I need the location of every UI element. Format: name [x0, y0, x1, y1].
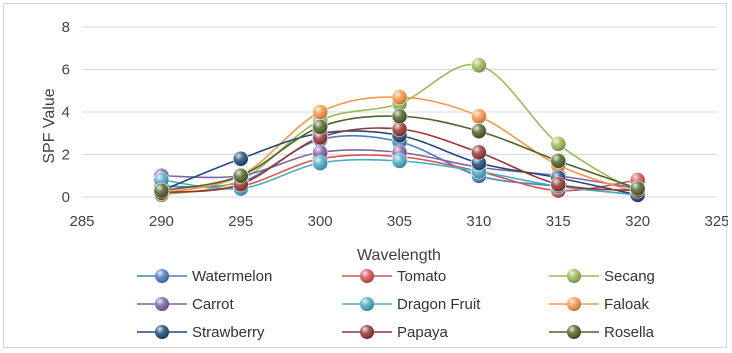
data-point-shine: [550, 153, 566, 169]
legend-label-carrot: Carrot: [192, 296, 235, 313]
x-axis-title: Wavelength: [357, 247, 441, 264]
y-axis-title: SPF Value: [41, 88, 58, 163]
data-point-shine: [312, 104, 328, 120]
legend: Watermelon Tomato Secang Carrot Dragon Fruit…: [137, 268, 655, 341]
x-tick-label: 320: [625, 213, 650, 230]
data-point-shine: [392, 121, 407, 137]
legend-marker-shine: [567, 325, 581, 339]
x-tick-label: 310: [466, 213, 491, 230]
axes: 0 2 4 6 8 285 290 295 300 305 310 315 320 325: [62, 19, 728, 230]
data-point-shine: [471, 144, 487, 160]
legend-marker-shine: [360, 325, 374, 339]
legend-marker-shine: [360, 297, 374, 311]
legend-label-rosella: Rosella: [604, 324, 655, 341]
spf-line-chart: 0 2 4 6 8 285 290 295 300 305 310 315 320 325 SPF Val…: [41, 19, 728, 341]
data-point-shine: [550, 176, 566, 192]
legend-label-papaya: Papaya: [397, 324, 449, 341]
data-point-shine: [312, 130, 328, 145]
x-tick-label: 290: [149, 213, 174, 230]
series-markers: [153, 57, 646, 203]
data-point-shine: [233, 151, 249, 167]
x-tick-label: 315: [546, 213, 571, 230]
x-tick-label: 300: [308, 213, 333, 230]
legend-label-faloak: Faloak: [604, 296, 650, 313]
legend-marker-shine: [567, 269, 581, 283]
data-point-shine: [550, 136, 566, 152]
x-tick-label: 325: [704, 213, 728, 230]
legend-marker-shine: [567, 297, 581, 311]
data-point-shine: [471, 57, 487, 73]
y-tick-label: 8: [62, 19, 70, 36]
x-tick-label: 285: [69, 213, 94, 230]
data-point-shine: [630, 181, 646, 196]
data-point-shine: [312, 119, 328, 135]
data-point-shine: [153, 183, 169, 199]
data-point-shine: [392, 108, 407, 124]
legend-label-watermelon: Watermelon: [192, 268, 272, 285]
data-point-shine: [312, 155, 328, 171]
legend-marker-shine: [155, 269, 169, 283]
legend-label-secang: Secang: [604, 268, 655, 285]
legend-label-dragon-fruit: Dragon Fruit: [397, 296, 481, 313]
data-point-shine: [392, 153, 407, 169]
chart-frame: 0 2 4 6 8 285 290 295 300 305 310 315 320 325 SPF Val…: [3, 3, 728, 348]
data-point-shine: [392, 89, 407, 105]
y-tick-label: 4: [62, 104, 70, 121]
data-point-shine: [233, 168, 249, 184]
x-tick-label: 295: [228, 213, 253, 230]
data-point-shine: [471, 155, 487, 171]
data-point-shine: [312, 144, 328, 160]
legend-marker-shine: [155, 297, 169, 311]
data-point-shine: [471, 123, 487, 139]
legend-marker-shine: [360, 269, 374, 283]
y-tick-label: 6: [62, 62, 70, 79]
data-point-shine: [153, 172, 169, 188]
y-tick-label: 2: [62, 147, 70, 164]
legend-marker-shine: [155, 325, 169, 339]
legend-label-tomato: Tomato: [397, 268, 446, 285]
legend-label-strawberry: Strawberry: [192, 324, 265, 341]
y-tick-label: 0: [62, 189, 70, 206]
x-tick-label: 305: [387, 213, 412, 230]
data-point-shine: [471, 108, 487, 124]
